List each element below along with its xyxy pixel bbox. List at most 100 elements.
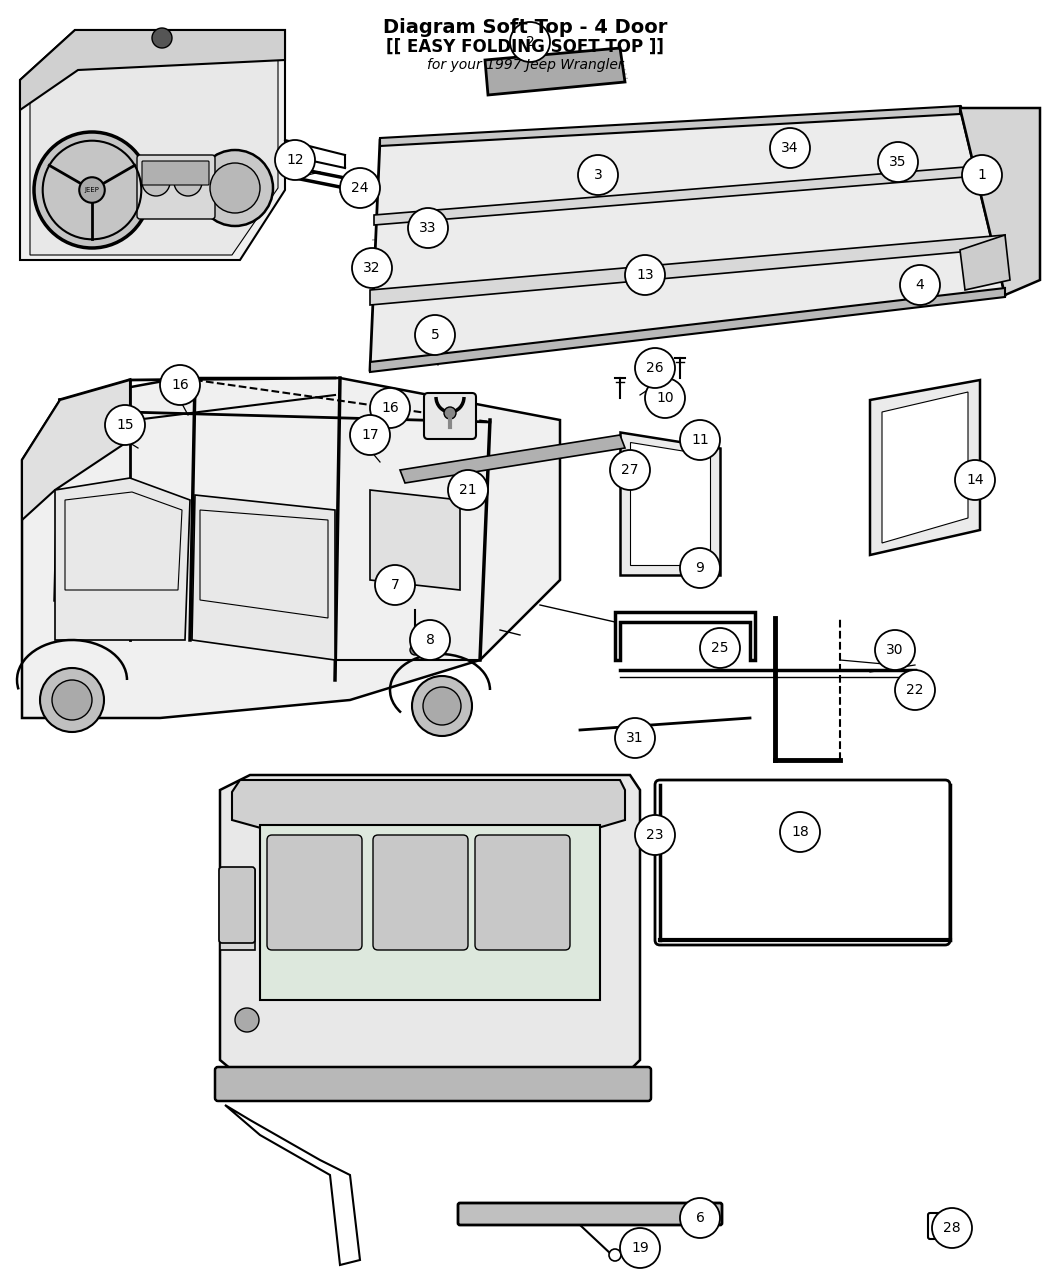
Text: 18: 18 — [791, 825, 808, 839]
Polygon shape — [960, 108, 1040, 295]
Polygon shape — [882, 391, 968, 543]
Circle shape — [34, 133, 150, 249]
Text: 6: 6 — [695, 1211, 705, 1225]
Circle shape — [878, 142, 918, 182]
FancyBboxPatch shape — [142, 161, 209, 185]
Circle shape — [609, 1250, 621, 1261]
FancyBboxPatch shape — [424, 393, 476, 439]
Circle shape — [275, 140, 315, 180]
Circle shape — [635, 815, 675, 856]
Polygon shape — [370, 490, 460, 590]
Circle shape — [635, 348, 675, 388]
Circle shape — [235, 1009, 259, 1031]
Circle shape — [962, 156, 1002, 195]
Polygon shape — [380, 106, 960, 147]
Text: 19: 19 — [631, 1241, 649, 1255]
Text: 24: 24 — [352, 181, 369, 195]
Circle shape — [956, 460, 995, 500]
Polygon shape — [192, 495, 335, 660]
Text: 1: 1 — [978, 168, 986, 182]
Circle shape — [352, 249, 392, 288]
FancyBboxPatch shape — [219, 867, 255, 944]
Text: Diagram Soft Top - 4 Door: Diagram Soft Top - 4 Door — [383, 18, 667, 37]
Text: 16: 16 — [171, 377, 189, 391]
Circle shape — [615, 718, 655, 759]
Polygon shape — [232, 780, 625, 850]
Text: 16: 16 — [381, 402, 399, 414]
Circle shape — [412, 676, 472, 736]
Circle shape — [875, 630, 915, 669]
Polygon shape — [485, 48, 625, 96]
Circle shape — [410, 620, 450, 660]
Polygon shape — [20, 31, 285, 260]
Circle shape — [900, 265, 940, 305]
Circle shape — [645, 377, 685, 418]
FancyBboxPatch shape — [928, 1213, 960, 1239]
Circle shape — [780, 812, 820, 852]
Circle shape — [340, 168, 380, 208]
Circle shape — [142, 168, 170, 196]
FancyBboxPatch shape — [136, 156, 215, 219]
Text: 21: 21 — [459, 483, 477, 497]
Circle shape — [680, 1198, 720, 1238]
Text: 17: 17 — [361, 428, 379, 442]
Circle shape — [152, 28, 172, 48]
Circle shape — [210, 163, 260, 213]
Text: [[ EASY FOLDING SOFT TOP ]]: [[ EASY FOLDING SOFT TOP ]] — [386, 38, 664, 56]
Text: 11: 11 — [691, 434, 709, 448]
Circle shape — [444, 407, 456, 419]
Circle shape — [415, 315, 455, 354]
Text: 5: 5 — [430, 328, 439, 342]
Text: 13: 13 — [636, 268, 654, 282]
Circle shape — [578, 156, 618, 195]
Text: 30: 30 — [886, 643, 904, 657]
Circle shape — [510, 22, 550, 62]
Polygon shape — [370, 108, 1005, 370]
Circle shape — [680, 548, 720, 588]
Text: 7: 7 — [391, 578, 399, 592]
Text: 2: 2 — [526, 34, 534, 48]
Circle shape — [680, 419, 720, 460]
Text: 26: 26 — [646, 361, 664, 375]
Text: 31: 31 — [626, 731, 644, 745]
Circle shape — [160, 365, 200, 405]
Circle shape — [410, 645, 420, 655]
Circle shape — [423, 687, 461, 725]
Circle shape — [350, 414, 390, 455]
Polygon shape — [400, 435, 625, 483]
Text: 9: 9 — [695, 561, 705, 575]
Circle shape — [448, 470, 488, 510]
Text: 23: 23 — [646, 827, 664, 842]
Circle shape — [895, 669, 934, 710]
Text: 14: 14 — [966, 473, 984, 487]
Circle shape — [105, 405, 145, 445]
Circle shape — [375, 565, 415, 606]
Circle shape — [40, 668, 104, 732]
Circle shape — [174, 168, 202, 196]
Polygon shape — [374, 164, 990, 224]
Polygon shape — [630, 442, 710, 565]
FancyBboxPatch shape — [373, 835, 468, 950]
Text: 15: 15 — [117, 418, 133, 432]
Polygon shape — [620, 432, 720, 575]
Text: 4: 4 — [916, 278, 924, 292]
Circle shape — [197, 150, 273, 226]
Text: 32: 32 — [363, 261, 381, 275]
Polygon shape — [30, 42, 278, 255]
Text: 25: 25 — [711, 641, 729, 655]
Circle shape — [610, 450, 650, 490]
Circle shape — [408, 208, 448, 249]
Text: JEEP: JEEP — [85, 187, 100, 193]
Polygon shape — [22, 380, 130, 520]
Circle shape — [620, 1228, 660, 1269]
Polygon shape — [870, 380, 980, 555]
Text: 27: 27 — [622, 463, 638, 477]
Polygon shape — [960, 235, 1010, 289]
Polygon shape — [55, 478, 190, 640]
Polygon shape — [22, 377, 560, 718]
Polygon shape — [370, 235, 1005, 305]
Circle shape — [625, 255, 665, 295]
Circle shape — [79, 177, 105, 203]
FancyBboxPatch shape — [475, 835, 570, 950]
Text: 34: 34 — [781, 142, 799, 156]
